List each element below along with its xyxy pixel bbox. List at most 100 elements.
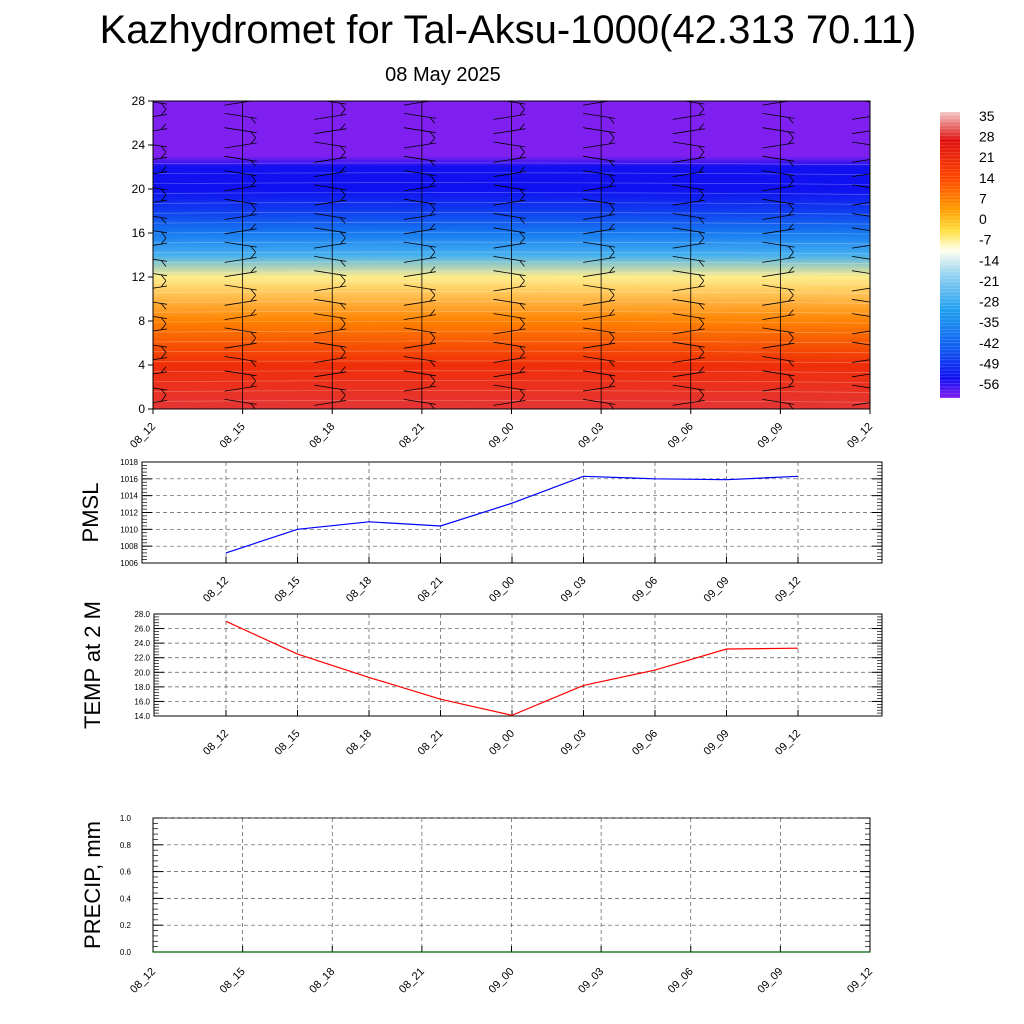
wind-barb <box>153 387 168 396</box>
wind-barb <box>153 166 168 175</box>
colorbar-label: 0 <box>979 211 987 227</box>
wind-barb <box>762 127 795 138</box>
wind-barb <box>314 341 347 353</box>
wind-barb <box>851 173 870 177</box>
wind-barb <box>493 366 526 378</box>
pmsl-y-tick-label: 1006 <box>120 559 138 568</box>
wind-barb <box>493 109 526 120</box>
wind-barb <box>314 352 347 363</box>
wind-barb <box>403 252 436 263</box>
wind-barb <box>153 395 168 403</box>
wind-barb <box>224 327 257 339</box>
wind-barb <box>224 380 257 392</box>
wind-barb <box>762 198 795 210</box>
precip-x-tick-label: 09_12 <box>845 966 875 996</box>
wind-barb-column <box>851 101 870 409</box>
pmsl-y-tick-label: 1012 <box>120 509 138 518</box>
wind-barb <box>493 237 526 249</box>
temp-2m-chart: 14.0 16.0 18.0 20.0 22.0 24.0 26.0 28.0 08_12 08_… <box>80 601 883 758</box>
pmsl-chart: 1006 1008 1010 1012 1014 1016 1018 08_12 08_15 08… <box>78 458 883 605</box>
wind-barb <box>851 287 870 292</box>
wind-barb <box>314 184 347 196</box>
pmsl-x-tick-label: 09_09 <box>702 575 732 605</box>
precip-chart: 0.0 0.2 0.4 0.6 0.8 1.0 08_12 08_15 08_18 08_21 09… <box>80 814 875 996</box>
wind-barb <box>762 266 795 278</box>
wind-barb <box>762 252 795 263</box>
wind-barb <box>314 270 347 281</box>
wind-barb <box>672 256 705 267</box>
wind-barb <box>851 244 870 249</box>
heatmap-x-tick-label: 09_06 <box>666 421 696 451</box>
wind-barb <box>493 395 526 406</box>
wind-barb <box>153 301 168 310</box>
wind-barb <box>762 101 792 106</box>
pmsl-x-tick-label: 09_03 <box>559 575 589 605</box>
wind-barb <box>851 359 870 363</box>
pmsl-y-axis-label: PMSL <box>78 483 103 543</box>
precip-y-tick-label: 0.6 <box>120 868 132 877</box>
temp2m-y-tick-label: 18.0 <box>134 683 150 692</box>
wind-barb <box>583 309 616 320</box>
temp2m-y-tick-label: 24.0 <box>134 639 150 648</box>
wind-barb <box>672 298 705 310</box>
wind-barb <box>314 152 347 163</box>
wind-barb <box>762 284 795 296</box>
wind-barb <box>583 127 616 138</box>
heatmap-x-tick-label: 08_18 <box>307 421 337 451</box>
wind-barb <box>762 337 795 349</box>
temp2m-y-tick-label: 28.0 <box>134 610 150 619</box>
wind-barb <box>493 341 526 353</box>
wind-barb <box>762 170 795 181</box>
temp2m-frame <box>153 613 883 717</box>
wind-barb <box>153 187 168 196</box>
wind-barb <box>851 130 870 135</box>
wind-barb <box>851 373 870 378</box>
wind-barb <box>682 101 705 110</box>
wind-barb <box>493 141 526 153</box>
wind-barb <box>493 298 526 310</box>
pmsl-series-line <box>225 475 799 554</box>
temp2m-x-tick-label: 09_03 <box>559 728 589 758</box>
wind-barb <box>762 295 795 306</box>
wind-barb <box>672 227 705 239</box>
temp2m-y-axis-label: TEMP at 2 M <box>80 601 105 729</box>
wind-barb <box>851 201 870 206</box>
heatmap-y-tick-label: 20 <box>132 182 146 196</box>
colorbar-bands <box>940 114 960 398</box>
precip-x-tick-label: 09_06 <box>666 966 696 996</box>
wind-barb <box>153 152 168 160</box>
wind-barb <box>762 241 795 253</box>
wind-barb <box>583 113 616 124</box>
wind-barb <box>583 198 616 210</box>
wind-barb <box>224 198 257 210</box>
wind-barb <box>153 109 168 117</box>
wind-barb <box>861 101 870 103</box>
wind-barb <box>403 223 436 235</box>
wind-barb <box>583 170 616 181</box>
precip-x-tick-label: 08_21 <box>397 966 427 996</box>
wind-barbs <box>153 101 870 409</box>
wind-barb <box>493 227 526 239</box>
wind-barb <box>583 252 616 263</box>
wind-barb <box>153 101 168 110</box>
wind-barb <box>224 155 257 167</box>
wind-barb <box>314 166 347 177</box>
precip-y-tick-label: 0.8 <box>120 841 132 850</box>
wind-barb <box>224 284 257 296</box>
wind-barb <box>583 370 616 382</box>
precip-y-tick-label: 0.0 <box>120 948 132 957</box>
wind-barb <box>153 194 168 203</box>
temp2m-x-tick-label: 09_09 <box>702 728 732 758</box>
heatmap-x-tick-label: 09_09 <box>755 421 785 451</box>
pmsl-x-tick-label: 09_12 <box>773 575 803 605</box>
wind-barb <box>153 316 168 324</box>
temperature-cross-section-chart: 0 4 8 12 16 20 24 28 08_12 08_15 08_18 08_21 09_00 09… <box>128 94 875 451</box>
wind-barb <box>583 101 612 106</box>
wind-barb <box>762 223 795 235</box>
wind-barb <box>672 152 705 163</box>
wind-barb <box>314 280 347 292</box>
pmsl-y-tick-label: 1016 <box>120 475 138 484</box>
colorbar-label: 28 <box>979 129 995 145</box>
heatmap-y-tick-label: 12 <box>132 270 146 284</box>
